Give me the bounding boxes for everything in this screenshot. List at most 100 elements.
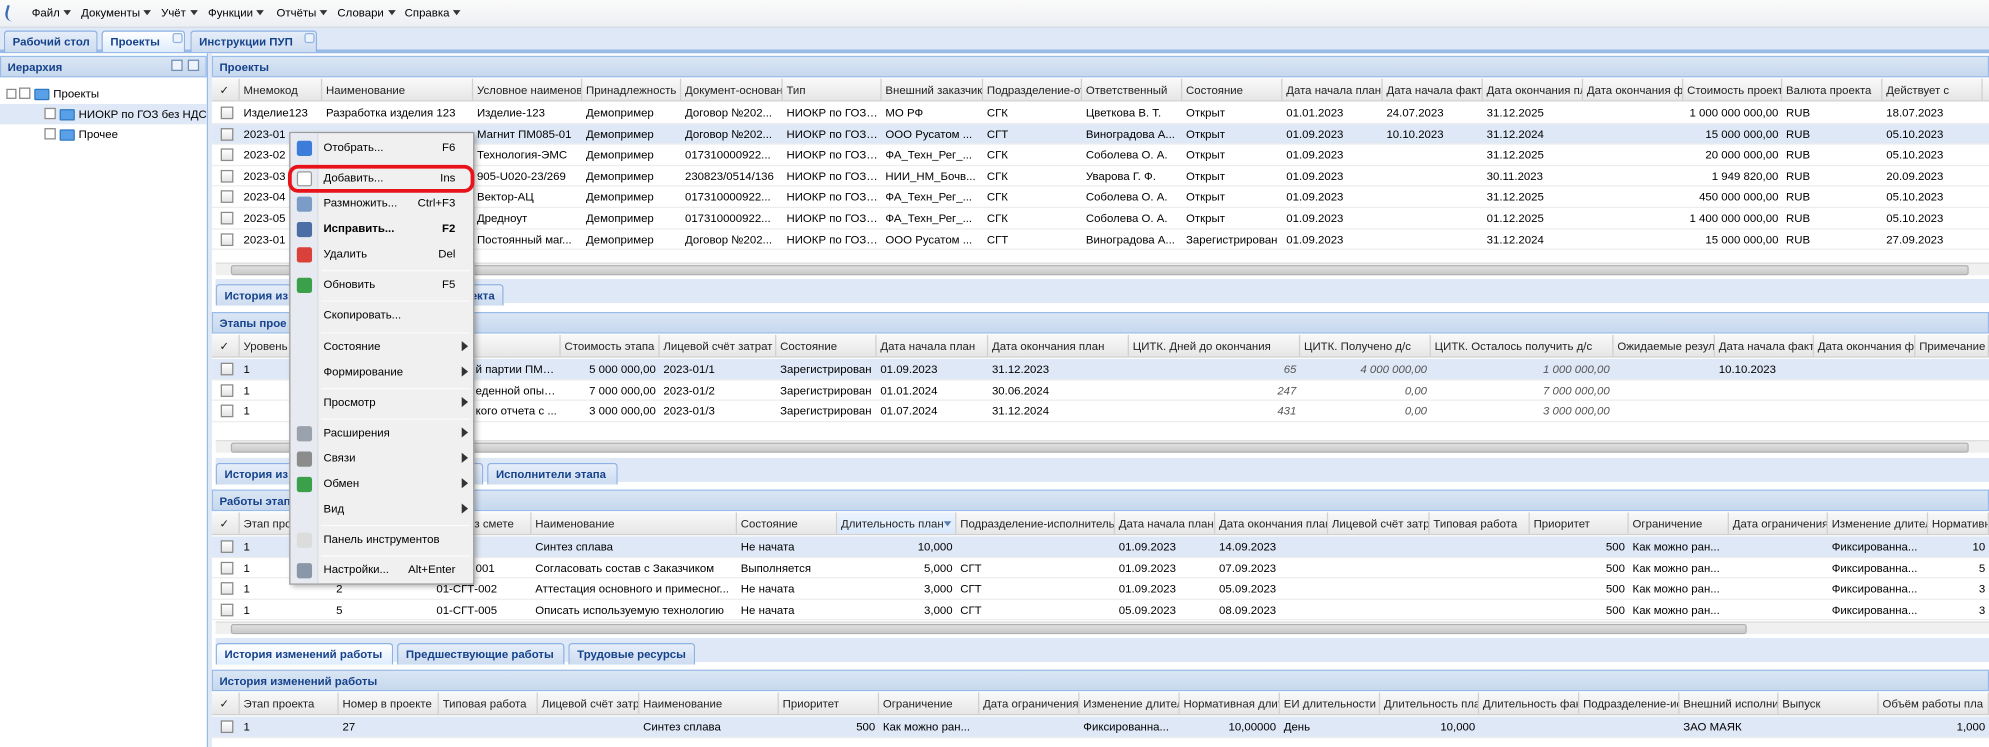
column-label[interactable]: Дата окончания план	[1219, 517, 1329, 531]
menu-label[interactable]: Просмотр	[323, 395, 376, 409]
column-label[interactable]: ✓	[219, 83, 230, 97]
menu-label[interactable]: Связи	[323, 451, 356, 465]
expander[interactable]	[6, 88, 17, 99]
column-label[interactable]: Дата ограничения	[1732, 517, 1828, 531]
column-header[interactable]: Изменение длител	[1828, 512, 1929, 534]
tab[interactable]: История изменений работы	[215, 643, 394, 665]
menu-item[interactable]: Просмотр	[290, 392, 473, 415]
scrollbar[interactable]	[215, 621, 1989, 635]
node-label[interactable]: Проекты	[53, 87, 100, 101]
row-checkbox[interactable]	[220, 148, 234, 162]
column-header[interactable]: Выпуск	[1778, 692, 1879, 715]
menu-item[interactable]: Функции	[208, 6, 265, 20]
column-header[interactable]: Типовая работа	[439, 692, 538, 715]
dropdown-arrow[interactable]	[143, 10, 152, 16]
column-header[interactable]: Стоимость проекта	[1683, 78, 1783, 101]
tree-node[interactable]: Прочее	[0, 124, 207, 144]
row-checkbox[interactable]	[220, 383, 234, 397]
column-label[interactable]: ЦИТК. Получено д/с	[1304, 339, 1411, 353]
menu-label[interactable]: Функции	[208, 6, 254, 20]
menu-label[interactable]: Файл	[31, 6, 60, 20]
row-checkbox[interactable]	[220, 190, 234, 204]
column-label[interactable]: Принадлежность	[586, 83, 677, 97]
column-label[interactable]: Подразделение-исполнитель	[960, 517, 1115, 531]
menu-label[interactable]: Удалить	[323, 247, 368, 260]
tab-label[interactable]: Предшествующие работы	[405, 648, 554, 661]
column-label[interactable]: Наименование	[535, 517, 615, 531]
column-label[interactable]: Ожидаемые резул	[1617, 339, 1715, 353]
column-header[interactable]: Этап проекта	[240, 692, 339, 715]
menu-item[interactable]: Файл	[32, 6, 72, 19]
column-header[interactable]: Состояние	[776, 334, 877, 357]
dropdown-arrow[interactable]	[320, 10, 328, 16]
column-header[interactable]: Объём работы пла	[1879, 692, 1989, 715]
scroll-thumb[interactable]	[230, 265, 1969, 276]
column-header[interactable]: Принадлежность	[582, 78, 682, 101]
column-label[interactable]: Состояние	[740, 517, 798, 531]
menu-label[interactable]: Панель инструментов	[323, 532, 440, 546]
column-header[interactable]: Нормативн	[1928, 512, 1989, 534]
tab[interactable]: История из	[215, 462, 292, 485]
column-label[interactable]: Нормативная длит	[1183, 697, 1280, 711]
grid-row[interactable]: 1 еденной опыт... 7 000 000,00 2023-01/2 Зар…	[211, 380, 1989, 402]
tab-close[interactable]	[172, 32, 183, 44]
row-checkbox[interactable]	[220, 232, 234, 246]
menu-shortcut[interactable]: F2	[442, 221, 456, 235]
column-header[interactable]: Дата окончания план	[1215, 512, 1329, 534]
row-checkbox[interactable]	[220, 582, 234, 596]
column-label[interactable]: Дата начала план	[880, 339, 976, 353]
column-header[interactable]: Лицевой счёт затр	[538, 692, 640, 715]
column-label[interactable]: Действует с	[1886, 83, 1950, 97]
tab-label[interactable]: История из	[224, 289, 289, 302]
menu-item[interactable]: Словари	[337, 6, 396, 19]
menu-shortcut[interactable]: Del	[438, 247, 456, 260]
column-header[interactable]: ЦИТК. Осталось получить д/с	[1431, 334, 1614, 357]
column-header[interactable]: з смете	[433, 512, 532, 534]
column-label[interactable]: Длительность фак	[1482, 697, 1580, 711]
tab-label[interactable]: Трудовые ресурсы	[577, 648, 686, 661]
menu-label[interactable]: Отчёты	[276, 6, 317, 20]
menu-item[interactable]: Учёт	[161, 6, 198, 19]
column-header[interactable]: ЕИ длительности	[1280, 692, 1381, 715]
dropdown-arrow[interactable]	[189, 10, 198, 16]
column-header[interactable]: Тип	[783, 78, 882, 101]
column-header[interactable]: Дата ограничения	[1729, 512, 1828, 534]
column-label[interactable]: Приоритет	[1533, 517, 1590, 531]
column-header[interactable]: Дата окончания план	[988, 334, 1129, 357]
column-label[interactable]: ЕИ длительности	[1283, 697, 1377, 711]
menu-label[interactable]: Обмен	[323, 476, 360, 490]
tab[interactable]: Исполнители этапа	[487, 462, 618, 485]
column-header[interactable]: Лицевой счёт затр	[1328, 512, 1430, 534]
row-checkbox[interactable]	[220, 603, 234, 617]
menu-label[interactable]: Расширения	[323, 426, 390, 439]
menu-item[interactable]: Формирование	[290, 361, 473, 384]
grid-row[interactable]: 1 2 01-СГТ-002 Аттестация основного и приме…	[211, 579, 1989, 600]
row-checkbox[interactable]	[220, 106, 234, 120]
column-header[interactable]: Типовая работа	[1430, 512, 1530, 534]
menu-item[interactable]: Скопировать...	[290, 304, 473, 327]
menu-item[interactable]: Отобрать... F6	[290, 137, 473, 160]
scrollbar[interactable]	[215, 440, 1989, 453]
row-checkbox[interactable]	[220, 561, 234, 575]
menu-item[interactable]: Справка	[405, 6, 461, 19]
column-label[interactable]: Номер в проекте	[342, 697, 432, 711]
column-header[interactable]: Ограничение	[1629, 512, 1729, 534]
column-header[interactable]: Подразделение-исполнитель	[956, 512, 1116, 534]
grid-row[interactable]: 1 27 Синтез сплава 500 Как можно ран... Фикси…	[211, 716, 1989, 738]
menu-item[interactable]: Отчёты	[277, 6, 328, 19]
menu-label[interactable]: Состояние	[323, 339, 381, 353]
menu-item[interactable]: Удалить Del	[290, 244, 473, 267]
tab-label[interactable]: Исполнители этапа	[495, 467, 607, 481]
dropdown-arrow[interactable]	[387, 10, 396, 16]
menu-item[interactable]: Связи	[290, 448, 473, 471]
column-header[interactable]: ЦИТК. Получено д/с	[1300, 334, 1431, 357]
menu-label[interactable]: Настройки...	[323, 563, 389, 576]
column-label[interactable]: Ответственный	[1085, 83, 1168, 97]
grid-row[interactable]: 2023-04 Вектор-АЦ Демопример 017310000922..…	[211, 187, 1989, 208]
column-label[interactable]: ✓	[219, 697, 230, 711]
checkbox[interactable]	[44, 128, 56, 140]
column-label[interactable]: Валюта проекта	[1786, 83, 1872, 97]
column-header[interactable]: Валюта проекта	[1782, 78, 1883, 101]
scrollbar[interactable]	[215, 262, 1989, 276]
column-header[interactable]: Нормативная длит	[1180, 692, 1280, 715]
